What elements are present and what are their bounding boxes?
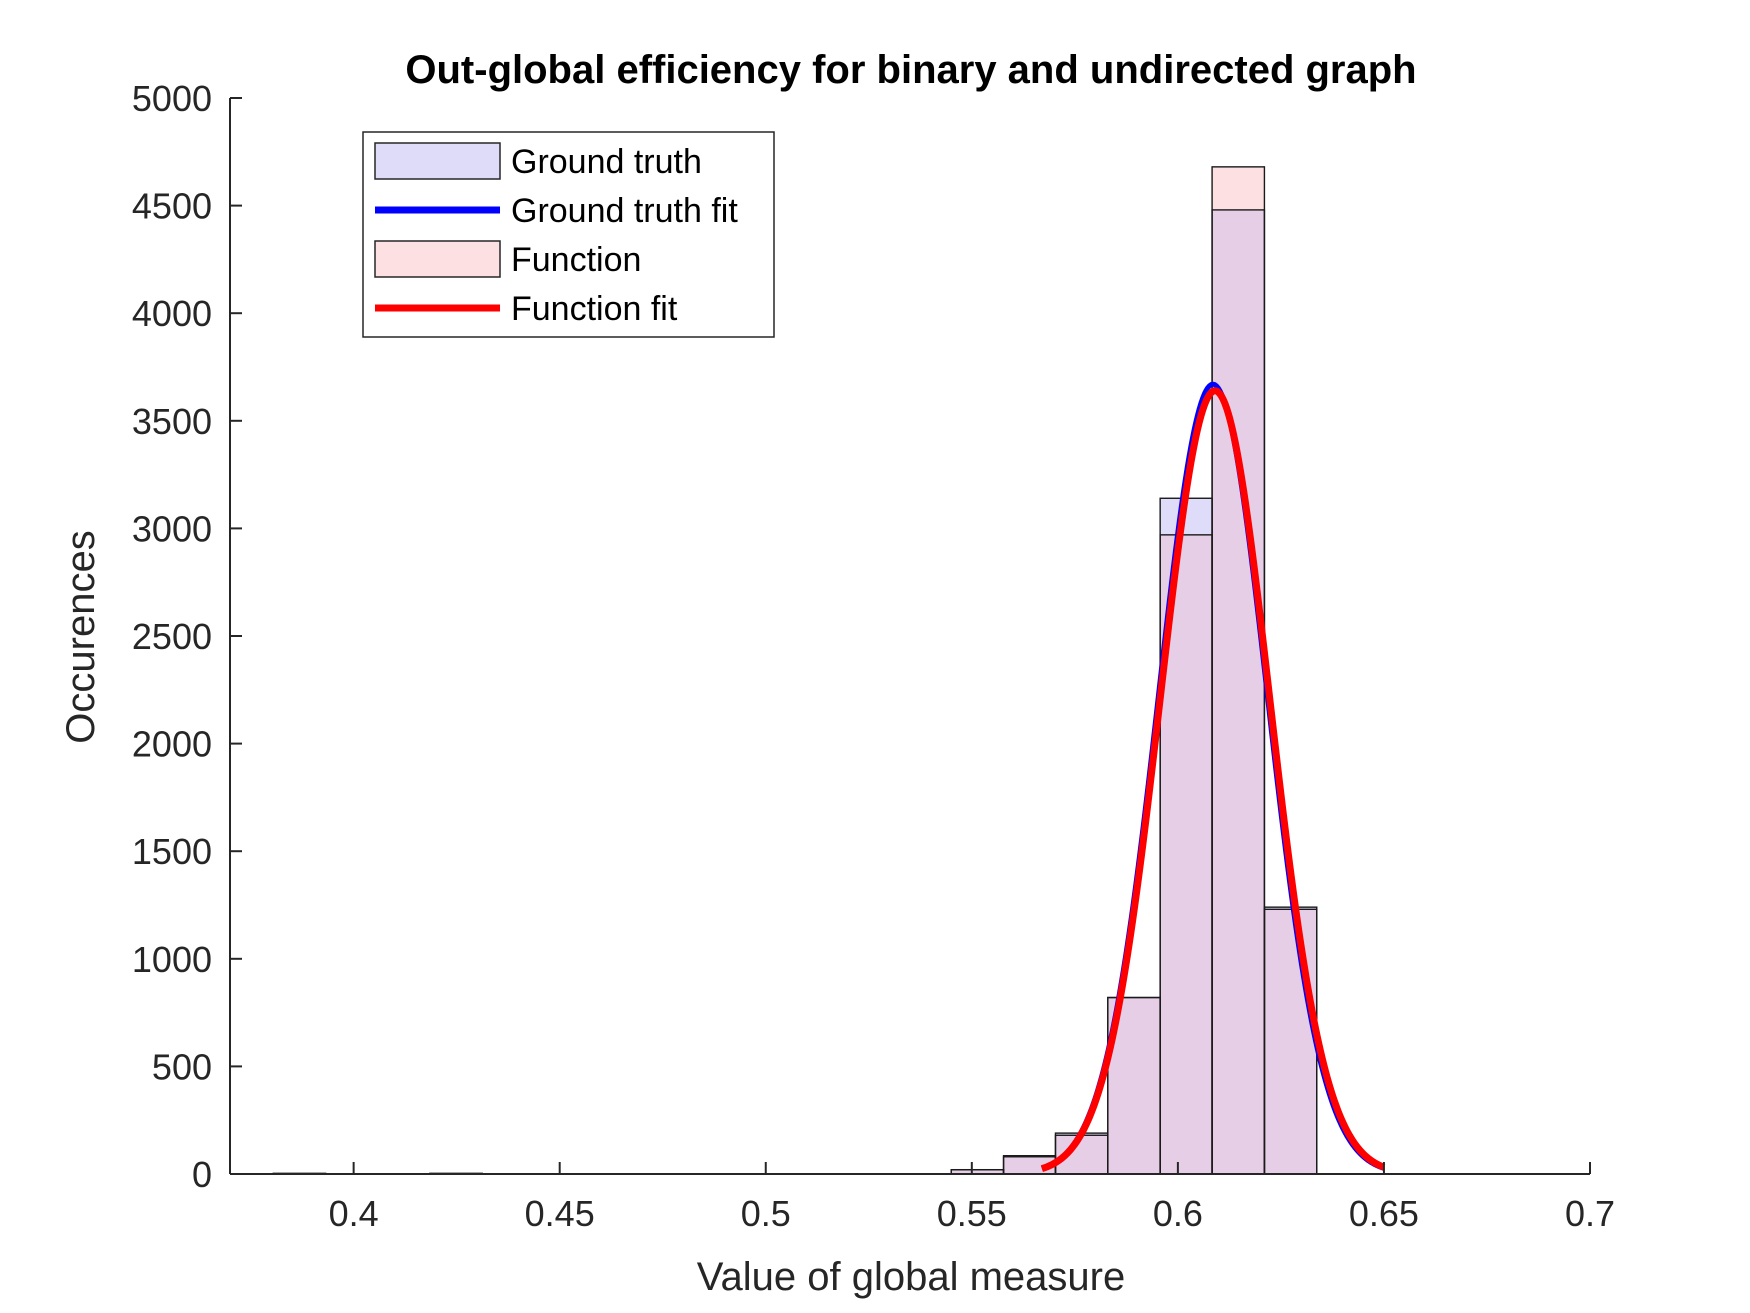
y-tick-label: 1000 [132, 939, 212, 980]
y-tick-label: 500 [152, 1046, 212, 1087]
legend-label: Function [511, 241, 641, 279]
x-ticks: 0.4 0.45 0.5 0.55 0.6 0.65 0.7 [329, 1162, 1615, 1234]
legend-label: Function fit [511, 290, 678, 328]
y-ticks: 0 500 1000 1500 2000 2500 3000 3500 4000 4500 5000 [132, 78, 242, 1195]
x-tick-label: 0.45 [525, 1193, 595, 1234]
legend: Ground truth Ground truth fit Function Func… [362, 131, 775, 338]
x-tick-label: 0.6 [1153, 1193, 1203, 1234]
x-tick-label: 0.55 [937, 1193, 1007, 1234]
legend-label: Ground truth [511, 143, 702, 181]
x-tick-label: 0.7 [1565, 1193, 1615, 1234]
legend-swatch [374, 142, 501, 180]
x-axis-label: Value of global measure [697, 1255, 1125, 1299]
y-axis-label: Occurences [59, 530, 103, 743]
x-tick-label: 0.4 [329, 1193, 379, 1234]
y-tick-label: 1500 [132, 831, 212, 872]
y-tick-label: 2000 [132, 724, 212, 765]
y-tick-label: 5000 [132, 78, 212, 119]
fit-lines [1040, 381, 1386, 1172]
chart-title: Out-global efficiency for binary and und… [405, 48, 1416, 92]
x-tick-label: 0.5 [741, 1193, 791, 1234]
y-tick-label: 2500 [132, 616, 212, 657]
legend-swatch [374, 240, 501, 278]
y-tick-label: 3000 [132, 508, 212, 549]
function-fit-line [1040, 387, 1386, 1172]
overlap-bar [1264, 909, 1317, 1174]
y-tick-label: 4500 [132, 186, 212, 227]
y-tick-label: 3500 [132, 401, 212, 442]
y-tick-label: 4000 [132, 293, 212, 334]
y-tick-label: 0 [192, 1154, 212, 1195]
overlap-bar [951, 1169, 1004, 1174]
legend-label: Ground truth fit [511, 192, 738, 230]
x-tick-label: 0.65 [1349, 1193, 1419, 1234]
overlap-bar [1212, 209, 1265, 1175]
